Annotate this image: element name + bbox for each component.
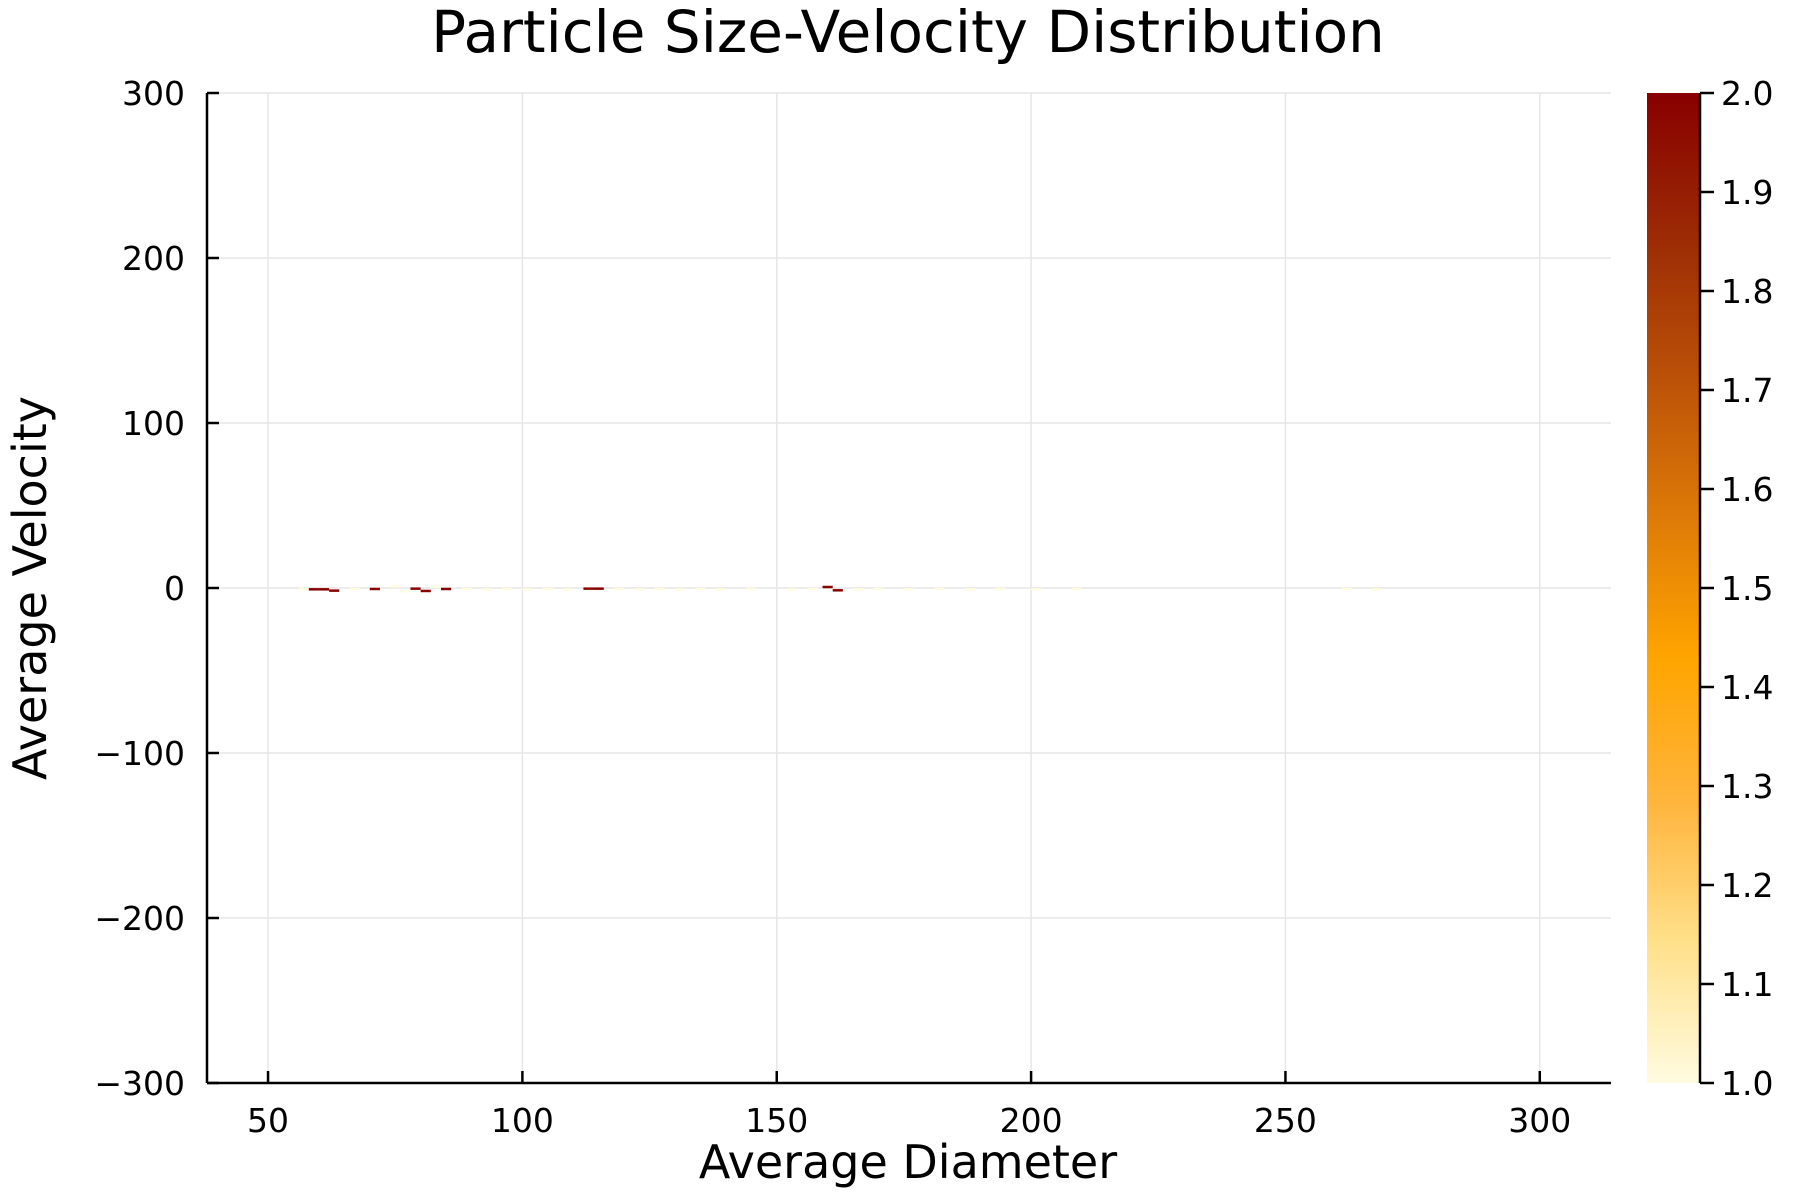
- heatmap-cell: [832, 589, 843, 592]
- colorbar-tick-label: 1.2: [1721, 866, 1773, 905]
- heatmap-cell: [853, 588, 864, 591]
- colorbar-tick-label: 1.9: [1721, 173, 1773, 212]
- y-tick-label: 200: [122, 239, 185, 278]
- y-tick-label: −100: [94, 734, 185, 773]
- heatmap-cell: [430, 585, 441, 588]
- heatmap-cell: [481, 588, 492, 591]
- heatmap-cell: [563, 588, 574, 591]
- x-axis-label: Average Diameter: [699, 1135, 1117, 1189]
- heatmap-cell: [786, 588, 798, 591]
- colorbar-tick-label: 1.4: [1721, 668, 1773, 707]
- x-tick-label: 300: [1508, 1101, 1571, 1140]
- heatmap-cell: [1031, 588, 1042, 591]
- heatmap-cell: [369, 587, 380, 591]
- heatmap-cell: [873, 587, 884, 591]
- heatmap-cells: [298, 585, 1383, 593]
- heatmap-cell: [308, 588, 319, 591]
- heatmap-cell: [903, 588, 915, 591]
- heatmap-cell: [420, 589, 431, 593]
- heatmap-cell: [822, 585, 833, 589]
- heatmap-cell: [613, 587, 625, 591]
- heatmap-cell: [1071, 587, 1082, 591]
- chart-title: Particle Size-Velocity Distribution: [431, 0, 1385, 66]
- heatmap-cell: [410, 587, 421, 590]
- heatmap-cell: [522, 588, 533, 591]
- x-tick-label: 200: [1000, 1101, 1063, 1140]
- colorbar: 1.0 1.1 1.2 1.3 1.4 1.5 1.6 1.7 1.8 1.9 2.0: [1647, 74, 1773, 1103]
- colorbar-tick-label: 2.0: [1721, 74, 1773, 113]
- heatmap-cell: [318, 588, 330, 591]
- y-tick-label: −300: [94, 1064, 185, 1103]
- heatmap-cell: [461, 587, 472, 591]
- heatmap-cell: [715, 588, 726, 591]
- heatmap-cell: [964, 588, 976, 591]
- heatmap-cell: [349, 587, 360, 591]
- heatmap-cell: [441, 587, 452, 591]
- heatmap-cell: [593, 587, 604, 590]
- heatmap-cell: [542, 587, 553, 591]
- y-axis-ticks: −300 −200 −100 0 100 200 300: [94, 74, 219, 1103]
- heatmap-cell: [329, 589, 340, 592]
- colorbar-tick-label: 1.8: [1721, 272, 1773, 311]
- colorbar-tick-label: 1.0: [1721, 1064, 1773, 1103]
- colorbar-tick-label: 1.3: [1721, 767, 1773, 806]
- heatmap-cell: [746, 587, 757, 591]
- y-tick-label: −200: [94, 899, 185, 938]
- y-tick-label: 0: [164, 569, 185, 608]
- heatmap-cell: [1341, 587, 1352, 591]
- heatmap-cell: [807, 587, 818, 591]
- heatmap-cell: [298, 587, 309, 591]
- heatmap-cell: [400, 590, 411, 593]
- heatmap-cell: [675, 588, 686, 591]
- heatmap-cell: [502, 587, 513, 591]
- heatmap-cell: [695, 587, 706, 591]
- heatmap-cell: [390, 585, 401, 588]
- heatmap-cell: [1371, 588, 1383, 591]
- x-axis-ticks: 50 100 150 200 250 300: [247, 1071, 1571, 1140]
- grid-lines: [207, 92, 1611, 1084]
- colorbar-tick-label: 1.6: [1721, 470, 1773, 509]
- heatmap-cell: [634, 588, 645, 591]
- y-tick-label: 300: [122, 74, 185, 113]
- colorbar-tick-label: 1.5: [1721, 569, 1773, 608]
- heatmap-cell: [654, 587, 665, 591]
- heatmap-cell: [934, 587, 945, 591]
- x-tick-label: 150: [745, 1101, 808, 1140]
- heatmap-cell: [995, 587, 1006, 591]
- x-tick-label: 50: [247, 1101, 289, 1140]
- x-tick-label: 100: [491, 1101, 554, 1140]
- colorbar-tick-label: 1.1: [1721, 965, 1773, 1004]
- x-tick-label: 250: [1254, 1101, 1317, 1140]
- y-tick-label: 100: [122, 404, 185, 443]
- colorbar-gradient: [1647, 93, 1700, 1083]
- colorbar-tick-label: 1.7: [1721, 371, 1773, 410]
- y-axis-label: Average Velocity: [3, 396, 57, 780]
- heatmap-cell: [583, 587, 594, 590]
